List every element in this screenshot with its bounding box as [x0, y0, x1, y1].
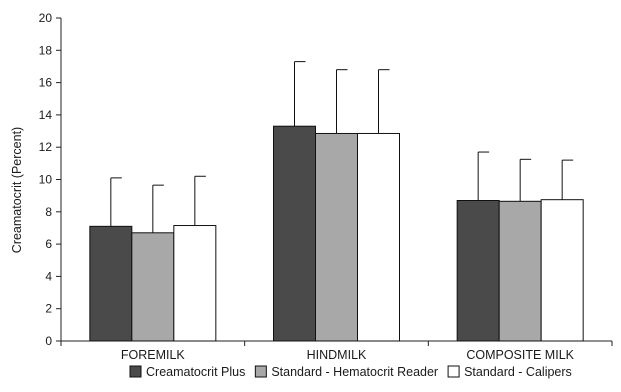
legend-label: Creamatocrit Plus — [146, 365, 245, 379]
y-tick-label: 0 — [45, 334, 52, 348]
error-bars — [110, 61, 574, 233]
bar — [315, 132, 358, 342]
y-tick-label: 20 — [39, 11, 53, 25]
legend-swatch — [447, 365, 460, 378]
bar — [540, 199, 584, 342]
bar — [498, 200, 542, 342]
y-axis: 0 2 4 6 8 10 12 14 16 18 20 — [39, 11, 62, 348]
bar — [273, 125, 316, 342]
x-category-label: FOREMILK — [121, 348, 186, 362]
y-tick-label: 8 — [45, 205, 52, 219]
bars — [89, 125, 584, 342]
bar — [131, 232, 175, 342]
y-tick-label: 4 — [45, 269, 52, 283]
legend-swatch — [254, 365, 267, 378]
legend-swatch — [129, 365, 142, 378]
y-tick-label: 10 — [39, 173, 53, 187]
bar — [456, 199, 500, 342]
legend-label: Standard - Hematocrit Reader — [271, 365, 438, 379]
bar — [357, 132, 400, 342]
x-category-label: COMPOSITE MILK — [466, 348, 574, 362]
y-tick-label: 14 — [39, 108, 53, 122]
x-axis: FOREMILK HINDMILK COMPOSITE MILK — [60, 340, 613, 362]
bar — [173, 225, 217, 342]
y-tick-label: 16 — [39, 76, 53, 90]
y-tick-label: 6 — [45, 237, 52, 251]
y-axis-title: Creamatocrit (Percent) — [10, 127, 24, 253]
y-tick-label: 12 — [39, 140, 53, 154]
bar — [89, 225, 133, 342]
legend: Creamatocrit Plus Standard - Hematocrit R… — [129, 365, 572, 379]
legend-label: Standard - Calipers — [464, 365, 572, 379]
y-tick-label: 18 — [39, 43, 53, 57]
y-tick-label: 2 — [45, 302, 52, 316]
x-category-label: HINDMILK — [307, 348, 367, 362]
